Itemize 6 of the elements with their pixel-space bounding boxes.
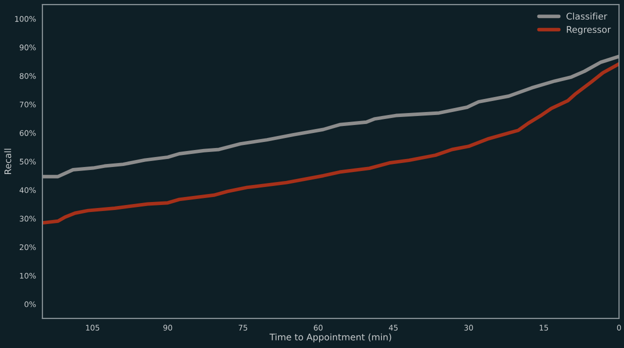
legend-label: Regressor (566, 26, 611, 35)
legend-label: Classifier (566, 12, 608, 20)
y-axis-title: Recall (4, 148, 12, 174)
x-axis-title: Time to Appointment (min) (270, 333, 392, 342)
line-series (42, 54, 620, 178)
line-series (42, 62, 620, 225)
